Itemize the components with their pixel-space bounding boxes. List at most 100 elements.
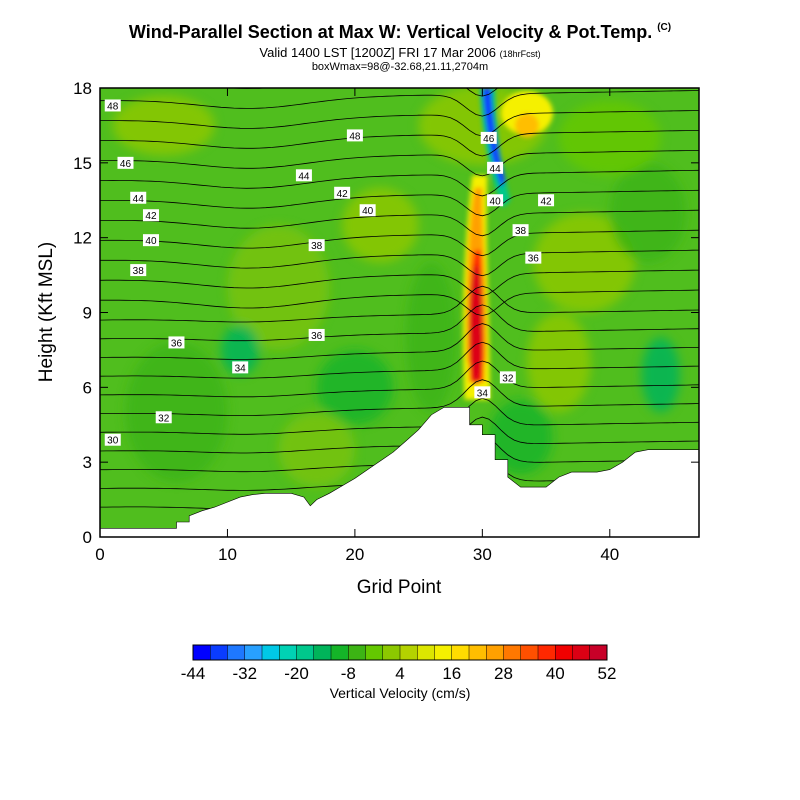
terrain-mask	[100, 407, 699, 537]
texture-blob-6	[533, 212, 636, 313]
contour-label-text: 44	[133, 194, 145, 205]
colorbar-swatch	[451, 645, 470, 660]
contour-label-text: 46	[120, 159, 132, 170]
contour-label-text: 38	[133, 266, 145, 277]
theta-contour-39	[100, 249, 699, 277]
contour-label: 42	[142, 209, 159, 222]
contour-label-text: 34	[477, 388, 489, 399]
chart-title-text: Wind-Parallel Section at Max W: Vertical…	[128, 22, 653, 42]
theta-contour-41	[100, 209, 699, 237]
colorbar-swatch	[279, 645, 297, 660]
contour-label: 38	[130, 264, 147, 277]
contour-label-bg	[130, 191, 147, 204]
colorbar-swatch	[589, 645, 608, 660]
contour-label-text: 36	[311, 331, 323, 342]
colorbar-swatch	[486, 645, 504, 660]
contour-label: 36	[525, 251, 542, 265]
colorbar-swatch	[227, 645, 246, 660]
contour-label-bg	[232, 361, 249, 374]
contour-label-bg	[168, 336, 185, 349]
colorbar-swatch	[262, 645, 280, 660]
contour-label: 34	[232, 361, 249, 374]
chart-title: Wind-Parallel Section at Max W: Vertical…	[0, 22, 800, 43]
theta-contour-46	[100, 110, 699, 137]
theta-contour-35	[100, 304, 699, 342]
theta-contour-47	[100, 90, 699, 117]
x-tick-label: 10	[218, 545, 237, 564]
contour-label: 32	[499, 371, 516, 384]
forecast-hour-tag: (18hrFcst)	[499, 49, 541, 59]
colorbar-swatch	[244, 645, 263, 660]
contour-label-bg	[359, 204, 376, 217]
contour-label-text: 38	[311, 241, 323, 252]
contour-label: 40	[487, 194, 504, 207]
contour-label: 30	[104, 433, 121, 447]
contour-label-text: 44	[298, 171, 310, 182]
colorbar-swatch	[382, 645, 401, 660]
chart-subtitle-text: Valid 1400 LST [1200Z] FRI 17 Mar 2006	[259, 45, 496, 60]
chart-title-tag: (C)	[657, 22, 672, 33]
colorbar-swatch	[296, 645, 315, 660]
theta-contour-38	[100, 269, 699, 297]
colorbar-swatch	[313, 645, 332, 660]
box-wmax-info: boxWmax=98@-32.68,21.11,2704m	[311, 61, 489, 73]
theta-contour-29	[100, 416, 699, 454]
x-tick-label: 40	[600, 545, 619, 564]
colorbar-tick-label: 4	[395, 664, 404, 683]
contour-label-bg	[538, 194, 555, 207]
colorbar-swatch	[210, 645, 228, 660]
contour-label: 32	[155, 411, 172, 424]
colorbar-swatch	[434, 645, 453, 660]
contour-label-bg	[480, 131, 497, 144]
contour-label: 48	[346, 129, 363, 142]
contour-label-bg	[512, 224, 529, 237]
colorbar-swatch	[538, 645, 556, 660]
colorbar-tick-label: 40	[546, 664, 565, 683]
y-tick-label: 6	[83, 378, 92, 397]
y-tick-label: 15	[73, 154, 92, 173]
texture-blob-10	[112, 95, 215, 156]
colorbar-swatch	[520, 645, 539, 660]
contour-label-text: 46	[483, 134, 495, 145]
y-tick-label: 9	[83, 304, 92, 323]
colorbar-tick-label: -44	[181, 664, 206, 683]
colorbar: -44 -32 -20 -8 4 16 28 40 52	[181, 644, 617, 683]
contour-label-bg	[117, 156, 134, 169]
theta-contour-40	[100, 229, 699, 257]
contour-label-text: 44	[490, 164, 502, 175]
contour-label-bg	[104, 433, 121, 446]
contour-label-bg	[155, 411, 172, 424]
contour-label: 48	[104, 99, 121, 112]
colorbar-swatch	[348, 645, 366, 660]
colorbar-swatch	[469, 645, 487, 660]
theta-contour-34	[100, 323, 699, 360]
colorbar-tick-label: 28	[494, 664, 513, 683]
contour-labels: 3032323434363636383838404040424242444444…	[104, 99, 555, 447]
colorbar-label: Vertical Velocity (cm/s)	[330, 685, 471, 701]
x-tick-label: 0	[95, 545, 104, 564]
colorbar-tick-label: -8	[341, 664, 356, 683]
theta-contour-49	[100, 51, 699, 77]
upper-right-peak	[514, 113, 539, 138]
contour-label: 46	[117, 156, 134, 170]
contour-label-text: 40	[490, 196, 502, 207]
theta-contour-30	[100, 397, 699, 435]
contour-label-bg	[487, 194, 504, 207]
contour-label: 44	[487, 161, 504, 175]
contour-label: 46	[480, 131, 497, 145]
contour-label: 42	[538, 194, 555, 207]
contour-label-text: 48	[107, 101, 119, 112]
x-tick-label: 30	[473, 545, 492, 564]
colorbar-tick-label: 52	[598, 664, 617, 683]
colorbar-swatch	[503, 645, 522, 660]
texture-blob-11	[405, 262, 457, 413]
theta-contour-37	[100, 289, 699, 317]
contour-label-text: 30	[107, 436, 119, 447]
contour-label-bg	[334, 186, 351, 199]
colorbar-swatch	[572, 645, 591, 660]
contour-label-text: 36	[171, 338, 183, 349]
texture-blob-5	[221, 324, 260, 375]
contour-label-text: 42	[145, 211, 157, 222]
contour-label: 44	[130, 191, 147, 205]
